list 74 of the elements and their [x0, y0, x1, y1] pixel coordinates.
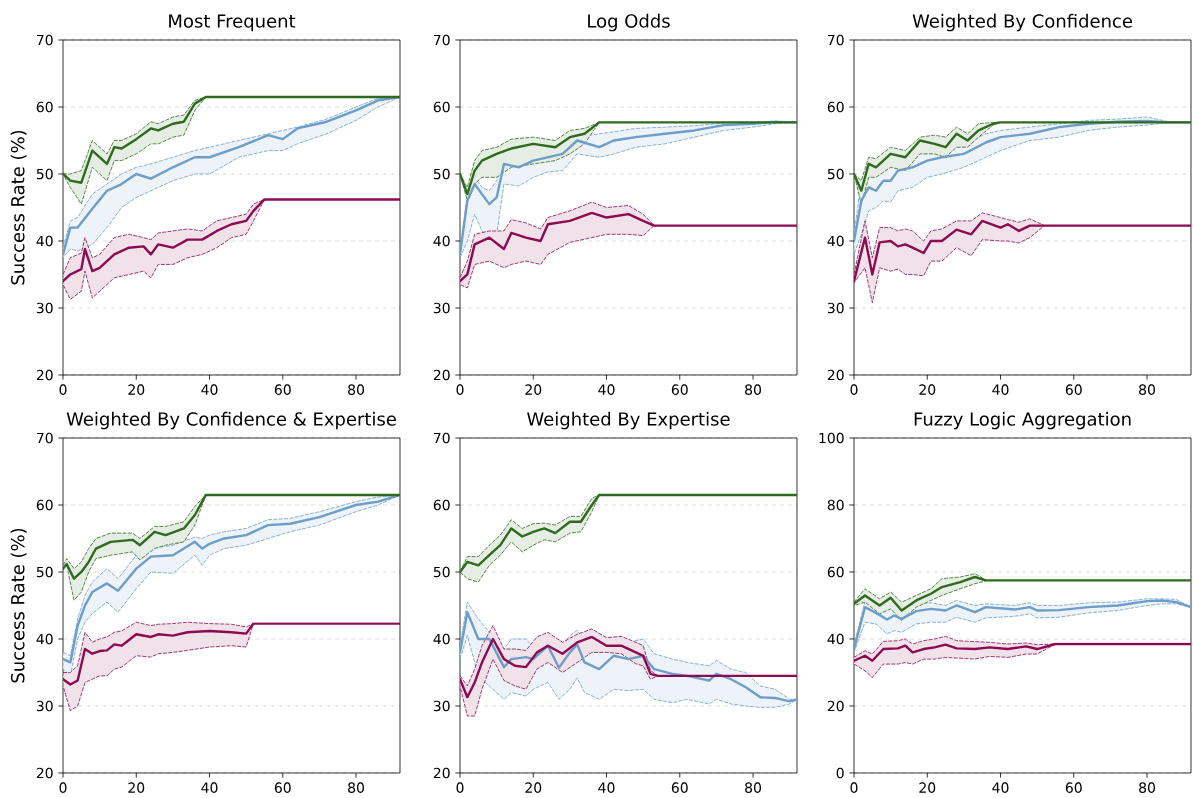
y-tick-label: 50	[433, 168, 450, 180]
x-tick-label: 60	[274, 782, 291, 793]
y-tick-label: 20	[827, 700, 844, 712]
y-tick-label: 20	[36, 767, 53, 779]
y-tick-label: 60	[433, 499, 450, 511]
x-tick-label: 80	[348, 384, 364, 395]
x-tick-label: 60	[671, 782, 688, 793]
x-tick-label: 20	[525, 782, 542, 793]
y-tick-label: 60	[36, 101, 53, 113]
y-tick-label: 0	[836, 767, 844, 779]
x-tick-label: 60	[671, 384, 688, 395]
x-tick-label: 80	[1139, 782, 1155, 793]
y-tick-label: 20	[433, 369, 450, 381]
y-tick-label: 30	[433, 302, 450, 314]
y-tick-label: 40	[433, 235, 450, 247]
y-tick-label: 40	[827, 633, 844, 645]
y-axis-title: Success Rate (%)	[10, 528, 27, 683]
chart-title: Weighted By Confidence	[912, 13, 1132, 32]
chart-title: Weighted By Expertise	[527, 411, 730, 430]
x-tick-label: 0	[59, 782, 67, 793]
y-tick-label: 80	[827, 499, 844, 511]
chart-title: Log Odds	[588, 13, 670, 32]
x-tick-label: 80	[745, 384, 761, 395]
x-tick-label: 40	[201, 782, 218, 793]
x-tick-label: 40	[992, 782, 1009, 793]
y-tick-label: 70	[36, 432, 53, 444]
x-tick-label: 40	[598, 384, 615, 395]
y-tick-label: 70	[827, 34, 844, 46]
y-tick-label: 50	[36, 168, 53, 180]
y-tick-label: 50	[827, 168, 844, 180]
y-tick-label: 40	[36, 633, 53, 645]
y-tick-label: 70	[433, 432, 450, 444]
y-tick-label: 20	[827, 369, 844, 381]
x-tick-label: 0	[59, 384, 67, 395]
y-tick-label: 60	[36, 499, 53, 511]
x-tick-label: 0	[456, 782, 464, 793]
y-tick-label: 40	[433, 633, 450, 645]
chart-title: Fuzzy Logic Aggregation	[914, 411, 1131, 430]
y-tick-label: 50	[433, 566, 450, 578]
x-tick-label: 60	[274, 384, 291, 395]
y-tick-label: 70	[433, 34, 450, 46]
x-tick-label: 0	[456, 384, 464, 395]
y-tick-label: 30	[827, 302, 844, 314]
y-tick-label: 30	[36, 302, 53, 314]
x-tick-label: 20	[919, 782, 936, 793]
x-tick-label: 40	[598, 782, 615, 793]
x-tick-label: 40	[201, 384, 218, 395]
y-axis-title: Success Rate (%)	[10, 130, 27, 285]
y-tick-label: 30	[36, 700, 53, 712]
x-tick-label: 20	[919, 384, 936, 395]
y-tick-label: 40	[36, 235, 53, 247]
y-tick-label: 50	[36, 566, 53, 578]
x-tick-label: 80	[348, 782, 364, 793]
chart-title: Most Frequent	[169, 14, 296, 32]
x-tick-label: 0	[850, 782, 858, 793]
x-tick-label: 80	[745, 782, 761, 793]
y-tick-label: 100	[819, 432, 844, 444]
y-tick-label: 40	[827, 235, 844, 247]
y-tick-label: 60	[827, 566, 844, 578]
y-tick-label: 70	[36, 34, 53, 46]
x-tick-label: 60	[1065, 384, 1082, 395]
x-tick-label: 20	[128, 384, 145, 395]
y-tick-label: 60	[827, 101, 844, 113]
y-tick-label: 30	[433, 700, 450, 712]
chart-title: Weighted By Confidence & Expertise	[66, 411, 396, 430]
y-tick-label: 20	[433, 767, 450, 779]
y-tick-label: 60	[433, 101, 450, 113]
x-tick-label: 20	[128, 782, 145, 793]
y-tick-label: 20	[36, 369, 53, 381]
x-tick-label: 20	[525, 384, 542, 395]
x-tick-label: 0	[850, 384, 858, 395]
x-tick-label: 40	[992, 384, 1009, 395]
x-tick-label: 80	[1139, 384, 1155, 395]
x-tick-label: 60	[1065, 782, 1082, 793]
